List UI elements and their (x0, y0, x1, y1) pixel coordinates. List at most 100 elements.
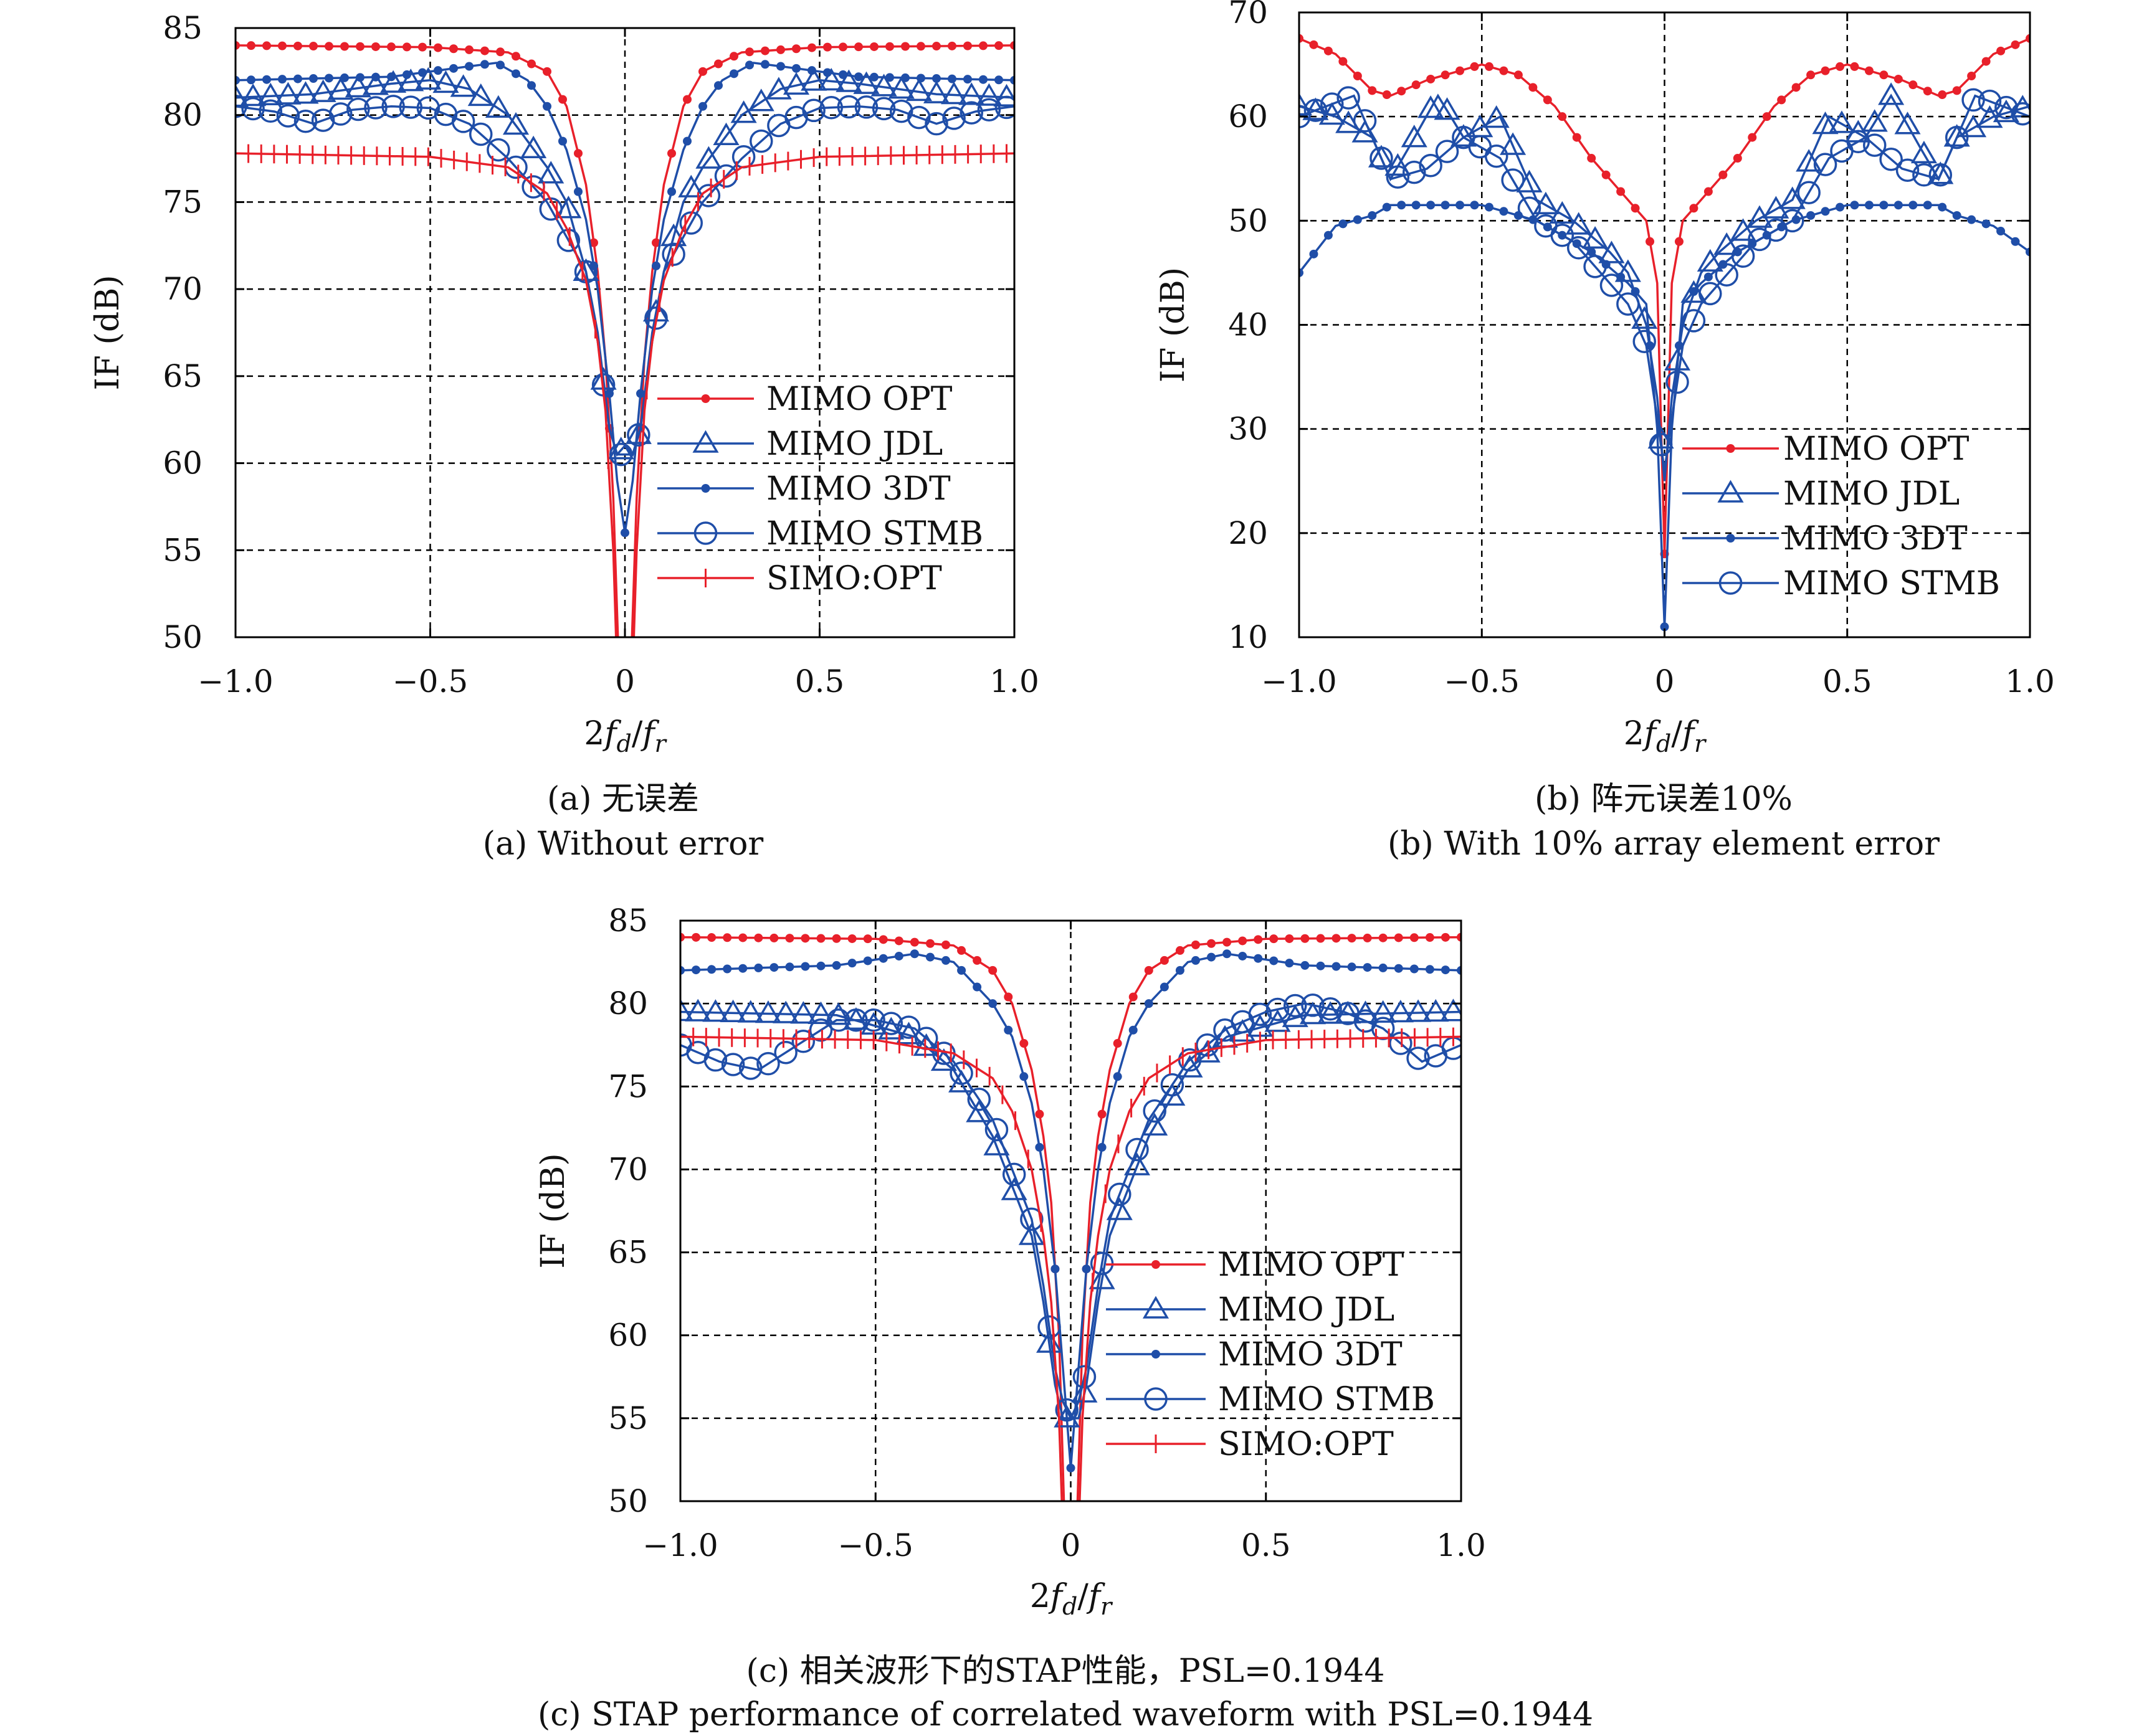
data-point (502, 111, 530, 135)
data-point (1394, 933, 1403, 942)
x-axis-label: 2fd/fr (1624, 715, 1707, 757)
data-point (976, 83, 1003, 106)
x-tick-label: 0 (615, 663, 635, 700)
data-point (847, 959, 857, 968)
x-label-part: r (1100, 1593, 1113, 1620)
data-point (785, 934, 794, 943)
data-point (1703, 187, 1713, 196)
data-point (1419, 153, 1442, 178)
data-point (1895, 158, 1920, 183)
legend-label: MIMO STMB (1218, 1381, 1435, 1418)
data-point (1501, 168, 1525, 192)
data-point (692, 965, 701, 975)
data-point (897, 1015, 921, 1039)
data-point (853, 71, 880, 94)
data-point (434, 66, 442, 75)
data-point (1665, 370, 1689, 394)
data-point (816, 934, 826, 943)
data-point (1097, 1142, 1107, 1152)
data-point (823, 68, 832, 77)
data-point (973, 956, 982, 965)
y-tick-label: 40 (1228, 307, 1268, 343)
y-axis-label: IF (dB) (89, 275, 126, 390)
x-axis-label: 2fd/fr (584, 715, 667, 757)
data-point (485, 95, 512, 118)
data-point (1389, 1032, 1412, 1055)
data-point (958, 82, 985, 105)
data-point (785, 962, 794, 972)
data-point (1862, 133, 1887, 157)
data-point (1303, 98, 1328, 122)
data-point (1160, 1073, 1184, 1097)
legend: MIMO OPT MIMO JDL MIMO 3DT MIMO STMB SIMO:OP… (657, 381, 983, 597)
y-tick-label: 80 (163, 97, 202, 133)
y-tick-label: 50 (608, 1483, 648, 1519)
data-point (1435, 140, 1459, 163)
data-point (1879, 147, 1903, 171)
y-tick-label: 85 (163, 10, 202, 46)
x-tick-label: −1.0 (1261, 663, 1336, 700)
data-point (723, 933, 732, 942)
x-tick-label: −0.5 (393, 663, 468, 700)
data-point (1923, 201, 1932, 210)
legend-label: MIMO 3DT (766, 470, 951, 508)
data-point (1791, 83, 1801, 92)
data-point (1797, 181, 1821, 204)
legend-label: SIMO:OPT (766, 560, 942, 597)
data-point (403, 70, 411, 79)
x-label-part: / (632, 715, 643, 752)
legend-label: MIMO OPT (1783, 430, 1970, 468)
data-point (1632, 330, 1656, 353)
data-point (240, 83, 267, 107)
data-point (994, 75, 1003, 85)
data-point (1731, 244, 1755, 268)
data-point (698, 102, 707, 111)
legend-label: SIMO:OPT (1218, 1426, 1394, 1463)
data-point (1828, 110, 1855, 133)
data-point (1779, 186, 1806, 209)
data-point (1002, 1162, 1026, 1187)
legend-label: MIMO 3DT (1783, 520, 1968, 557)
data-point (1175, 965, 1184, 975)
data-point (791, 1029, 816, 1053)
data-point (774, 1040, 798, 1065)
data-point (1010, 40, 1014, 50)
data-point (1222, 949, 1232, 959)
caption-a-cn: (a) 无误差 (547, 780, 699, 818)
y-tick-label: 30 (1228, 411, 1268, 447)
data-point (1299, 268, 1303, 277)
data-point (1035, 1142, 1044, 1152)
data-point (1952, 211, 1961, 220)
data-point (1082, 1264, 1091, 1274)
data-point (1850, 201, 1859, 210)
data-point (802, 98, 826, 123)
data-point (1715, 263, 1738, 287)
data-point (825, 1002, 852, 1025)
data-point (356, 42, 364, 51)
data-point (1335, 1000, 1361, 1024)
x-tick-label: 1.0 (989, 663, 1039, 700)
data-point (923, 80, 950, 103)
data-point (1323, 230, 1333, 240)
data-point (925, 939, 935, 948)
data-point (236, 94, 247, 118)
data-point (1300, 960, 1310, 970)
data-point (381, 95, 405, 118)
data-point (236, 84, 249, 107)
data-point (241, 97, 265, 121)
series-line-mimo-stmb (1299, 94, 2030, 471)
legend-label: MIMO 3DT (1218, 1336, 1403, 1373)
data-point (340, 73, 349, 82)
data-point (1382, 90, 1391, 100)
data-point (1864, 66, 1874, 75)
data-point (636, 389, 645, 398)
data-point (1037, 1315, 1061, 1339)
data-point (416, 96, 441, 120)
x-label-part: r (655, 730, 668, 757)
x-tick-label: −1.0 (198, 663, 273, 700)
data-point (1846, 130, 1870, 154)
data-point (1323, 46, 1333, 55)
data-point (739, 1056, 763, 1080)
data-point (449, 64, 458, 73)
legend-marker (1718, 571, 1743, 595)
